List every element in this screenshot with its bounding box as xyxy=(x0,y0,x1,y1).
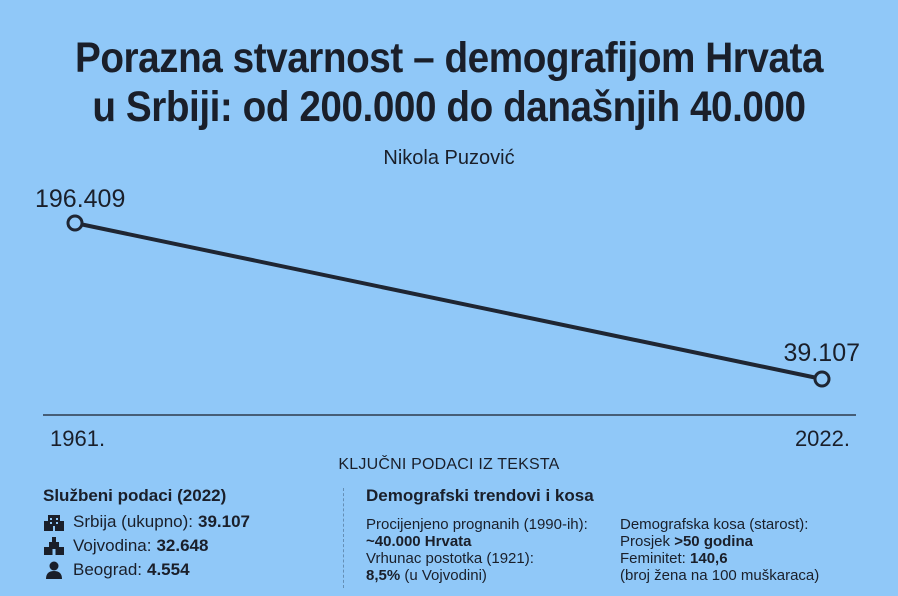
person-icon xyxy=(46,561,62,579)
peak-value: 8,5% xyxy=(366,567,401,584)
stat-row-srbija: Srbija (ukupno): 39.107 xyxy=(43,510,333,534)
title-line-2: u Srbiji: od 200.000 do današnjih 40.000 xyxy=(92,83,806,131)
landmark-icon xyxy=(44,537,64,555)
page-title: Porazna stvarnost – demografijom Hrvata … xyxy=(45,34,853,132)
value-label-2022: 39.107 xyxy=(784,339,860,367)
trends-heading: Demografski trendovi i kosa xyxy=(366,486,594,505)
x-tick-1961: 1961. xyxy=(50,426,105,451)
title-line-1: Porazna stvarnost – demografijom Hrvata xyxy=(74,34,824,82)
trends-left: Procijenjeno prognanih (1990-ih): ~40.00… xyxy=(366,516,616,584)
stat-row-vojvodina: Vojvodina: 32.648 xyxy=(43,534,333,558)
author: Nikola Puzović xyxy=(383,147,515,169)
x-tick-2022: 2022. xyxy=(795,426,850,451)
avg-value: >50 godina xyxy=(674,533,753,550)
fem-value: 140,6 xyxy=(690,550,728,567)
trends-right: Demografska kosa (starost): Prosjek >50 … xyxy=(620,516,890,584)
expelled-label: Procijenjeno prognanih (1990-ih): xyxy=(366,516,588,533)
point-2022 xyxy=(813,370,831,388)
stat-label: Vojvodina: xyxy=(73,536,152,555)
expelled-value: ~40.000 Hrvata xyxy=(366,533,472,550)
fem-note: (broj žena na 100 muškaraca) xyxy=(620,567,820,584)
point-1961 xyxy=(66,214,84,232)
column-divider xyxy=(343,488,344,588)
fem-label: Feminitet: xyxy=(620,550,686,567)
value-label-1961: 196.409 xyxy=(35,185,125,213)
official-heading: Službeni podaci (2022) xyxy=(43,486,227,505)
official-data-column: Službeni podaci (2022) Srbija (ukupno): … xyxy=(43,486,333,582)
peak-label: Vrhunac postotka (1921): xyxy=(366,550,534,567)
stat-value: 39.107 xyxy=(198,512,251,531)
trends-column: Demografski trendovi i kosa xyxy=(366,486,886,506)
stat-value: 4.554 xyxy=(147,560,190,579)
chart-line xyxy=(74,221,823,381)
building-icon xyxy=(44,515,64,531)
stat-row-beograd: Beograd: 4.554 xyxy=(43,558,333,582)
age-label: Demografska kosa (starost): xyxy=(620,516,809,533)
stat-label: Beograd: xyxy=(73,560,142,579)
stat-label: Srbija (ukupno): xyxy=(73,512,194,531)
stat-value: 32.648 xyxy=(156,536,209,555)
line-chart: 196.409 39.107 1961. 2022. xyxy=(35,185,860,451)
avg-label: Prosjek xyxy=(620,533,671,550)
section-title: KLJUČNI PODACI IZ TEKSTA xyxy=(338,456,560,473)
peak-note: (u Vojvodini) xyxy=(404,567,487,584)
